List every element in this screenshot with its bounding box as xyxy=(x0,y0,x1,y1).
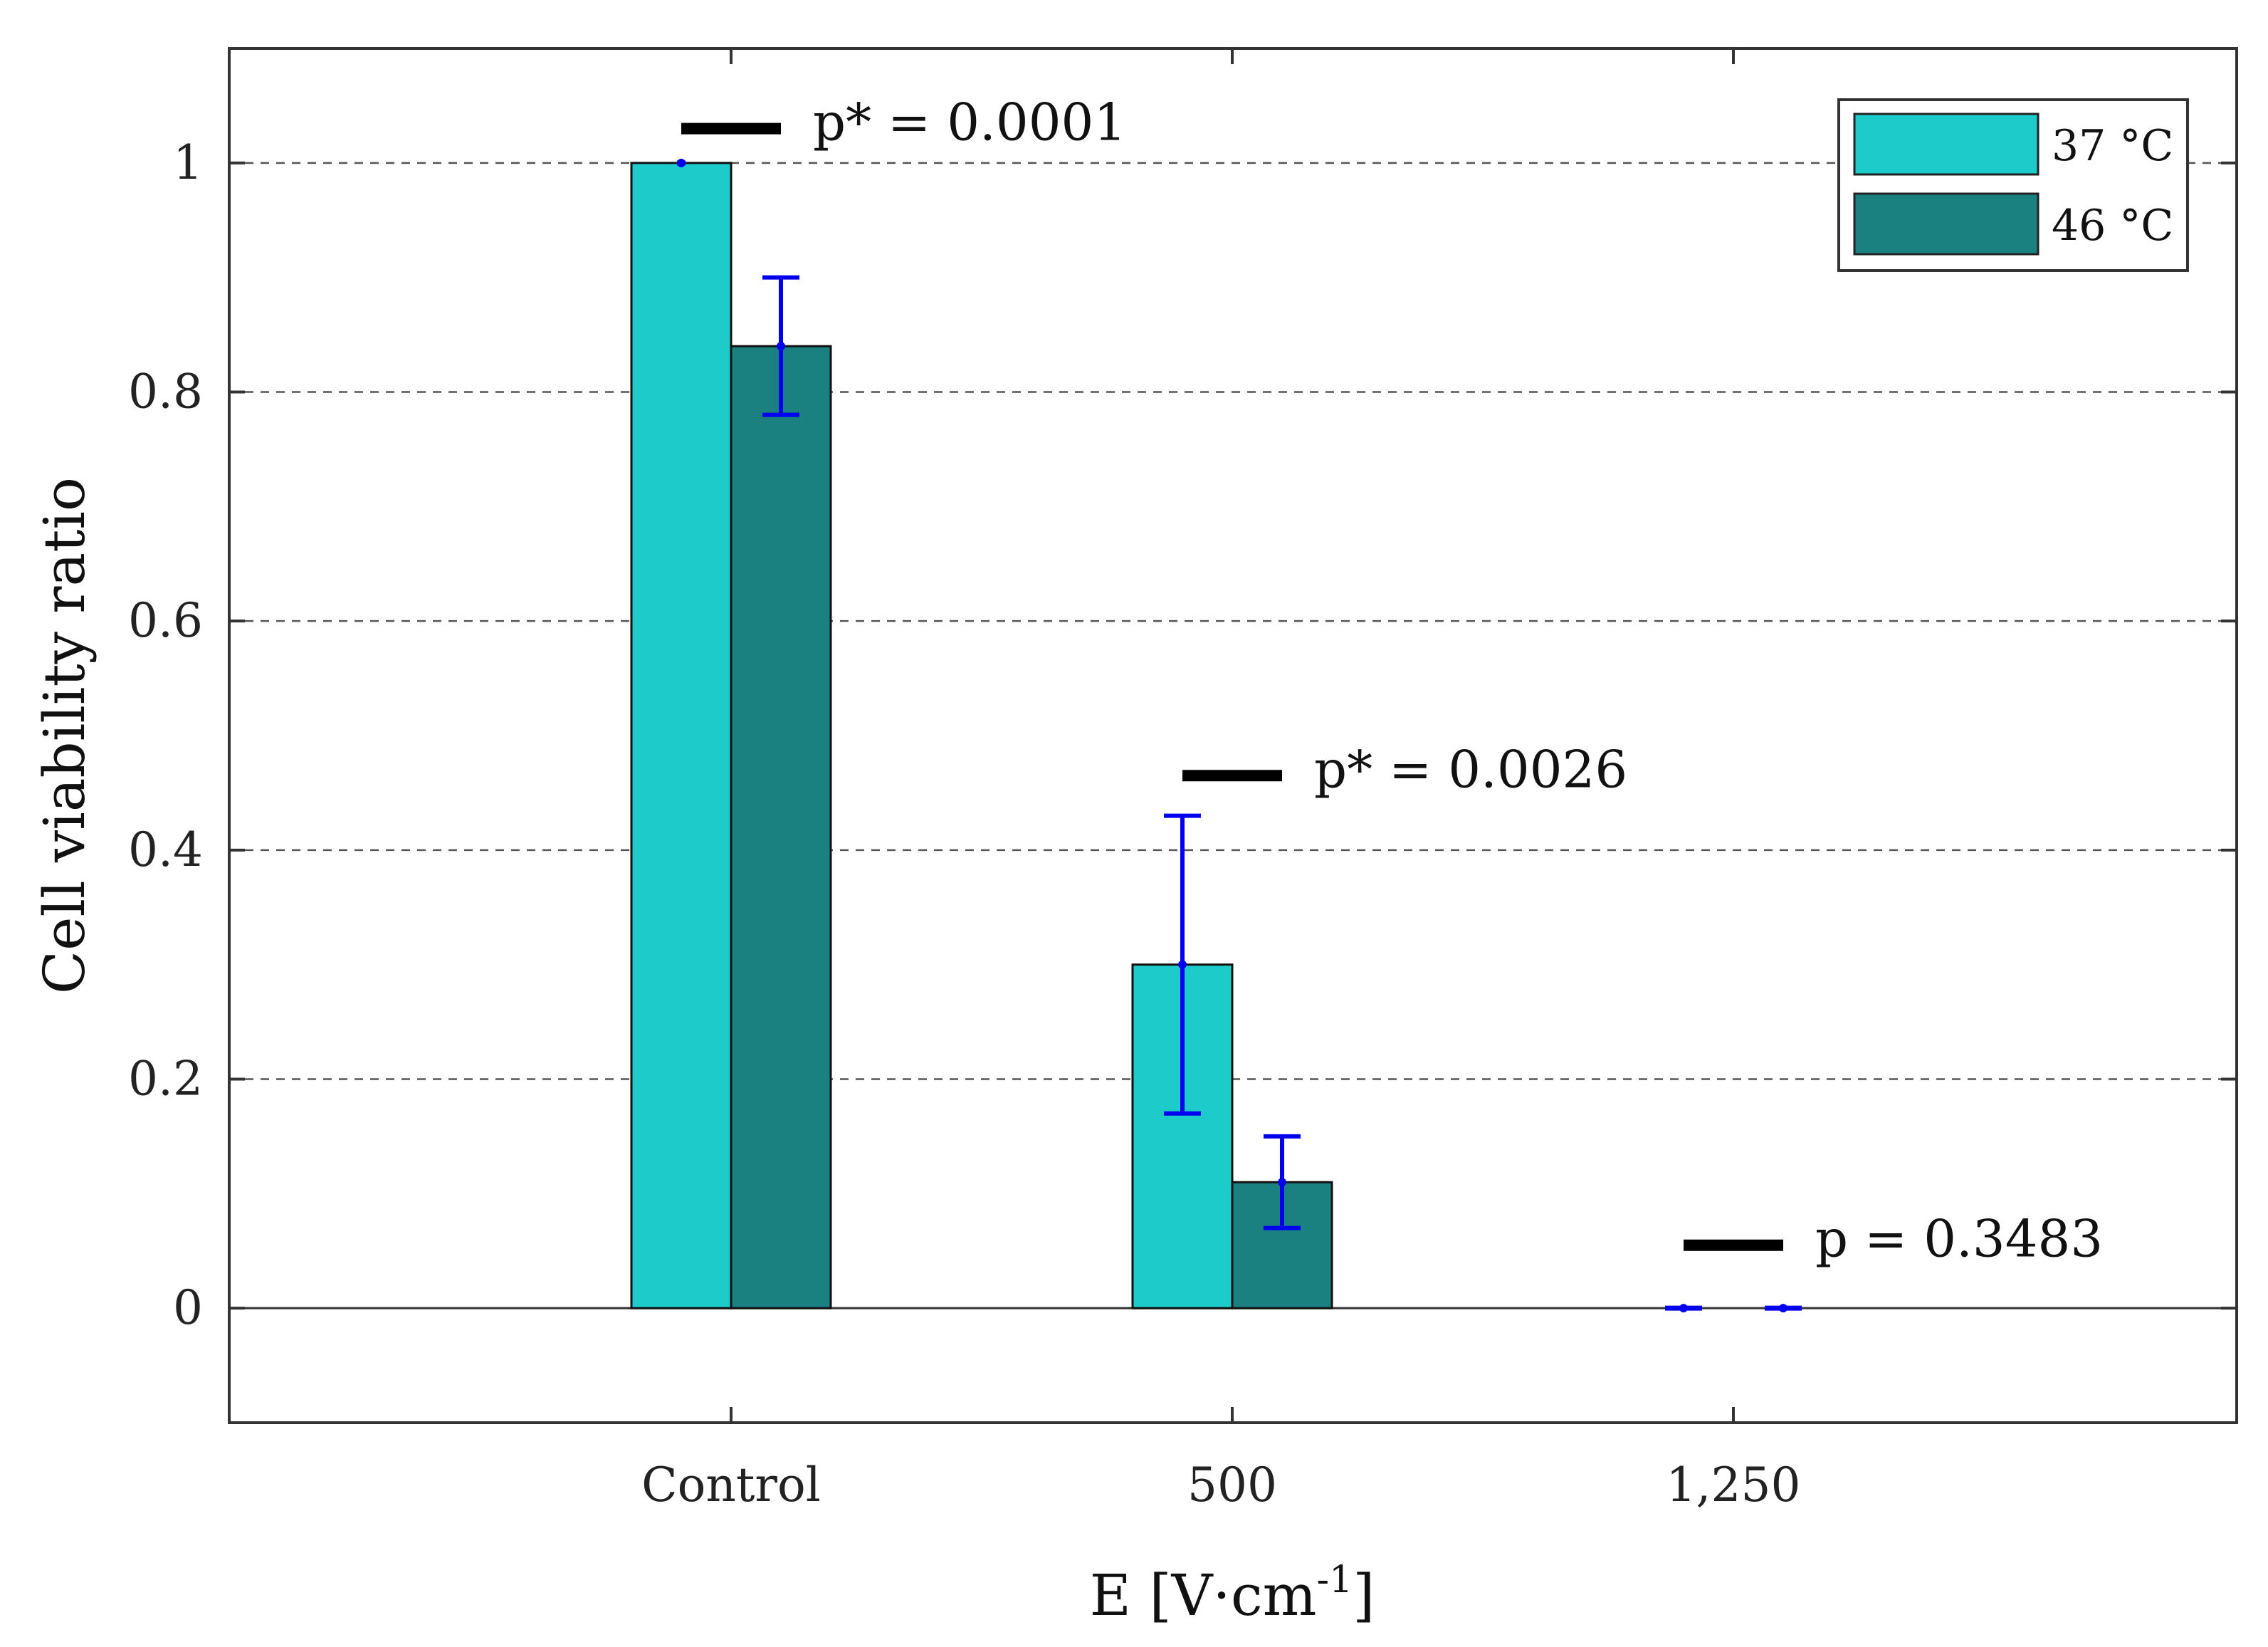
x-axis-title: E [V·cm-1] xyxy=(1090,1559,1375,1628)
x-tick-label: 1,250 xyxy=(1666,1458,1801,1512)
bar-37C xyxy=(630,162,733,1309)
y-axis-title: Cell viability ratio xyxy=(31,477,98,994)
legend-swatch-46 xyxy=(1853,192,2039,256)
y-tick-label: 0.6 xyxy=(128,593,203,648)
mean-marker xyxy=(777,342,785,351)
x-axis-title-superscript: -1 xyxy=(1317,1559,1353,1601)
x-tick-label: Control xyxy=(641,1458,821,1512)
x-axis-title-suffix: ] xyxy=(1353,1562,1375,1628)
annotations-group: p* = 0.0001 p* = 0.0026 p = 0.3483 xyxy=(681,93,2103,1269)
legend-swatch-37 xyxy=(1853,113,2039,176)
bars-group xyxy=(630,162,1333,1309)
y-tick-label: 0.8 xyxy=(128,365,203,419)
mean-marker xyxy=(1278,1178,1286,1187)
y-tick-label: 0.2 xyxy=(128,1052,203,1107)
y-tick-label: 1 xyxy=(173,135,203,190)
legend-label-46: 46 °C xyxy=(2052,201,2173,251)
mean-marker xyxy=(1679,1304,1688,1313)
bar-46C xyxy=(730,345,832,1309)
y-tick-label: 0 xyxy=(173,1280,203,1335)
legend-label-37: 37 °C xyxy=(2052,121,2173,171)
error-bars-group xyxy=(677,158,1802,1313)
p-value-label: p* = 0.0026 xyxy=(1314,739,1627,799)
x-axis-title-main: E [V·cm xyxy=(1090,1562,1317,1628)
x-tick-label: 500 xyxy=(1187,1458,1277,1512)
y-tick-label: 0.4 xyxy=(128,822,203,877)
axis-ticks: 0 0.2 0.4 0.6 0.8 1 Control 500 1,250 xyxy=(128,48,2237,1512)
p-value-label: p* = 0.0001 xyxy=(813,93,1126,152)
legend: 37 °C 46 °C xyxy=(1837,98,2189,272)
mean-marker xyxy=(1178,960,1187,969)
p-value-label: p = 0.3483 xyxy=(1815,1209,2103,1269)
mean-marker xyxy=(677,158,686,167)
mean-marker xyxy=(1779,1304,1787,1313)
